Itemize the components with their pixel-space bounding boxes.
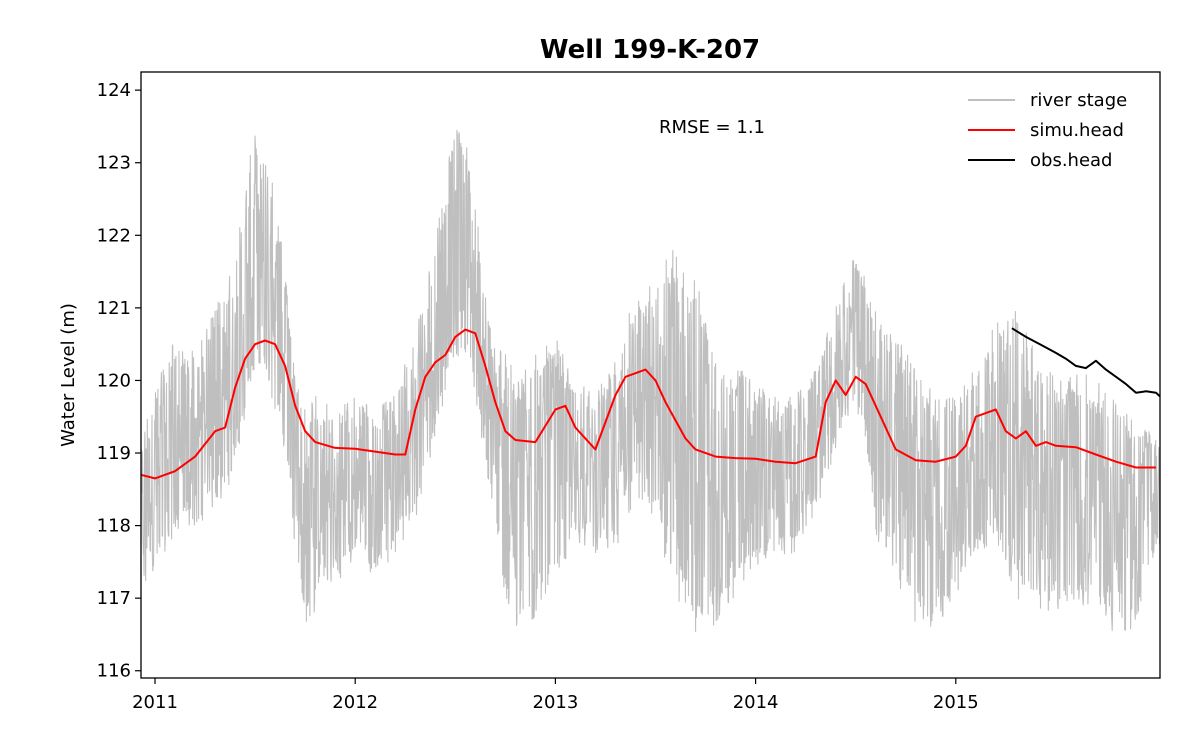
- plot-frame: [140, 71, 1161, 679]
- x-tick-label: 2014: [733, 692, 779, 713]
- simu-head-line: [140, 328, 1156, 480]
- y-tick-label: 119: [97, 443, 131, 464]
- y-tick-label: 120: [97, 370, 131, 391]
- x-axis: 2011 2012 2013 2014 2015: [132, 678, 979, 713]
- river-stage-layer: [140, 129, 1161, 632]
- lines-layer: [140, 327, 1161, 480]
- legend-label-river-stage: river stage: [1030, 90, 1127, 111]
- y-tick-label: 123: [97, 153, 131, 174]
- x-tick-label: 2015: [933, 692, 979, 713]
- river-stage-line: [140, 129, 1161, 632]
- y-tick-label: 124: [97, 80, 131, 101]
- y-tick-label: 118: [97, 516, 131, 537]
- y-tick-label: 122: [97, 225, 131, 246]
- legend: river stage simu.head obs.head: [968, 90, 1127, 171]
- y-tick-label: 117: [97, 588, 131, 609]
- obs-head-line: [1011, 327, 1161, 398]
- legend-label-obs-head: obs.head: [1030, 150, 1112, 171]
- chart-title: Well 199-K-207: [540, 35, 760, 65]
- x-tick-label: 2012: [332, 692, 378, 713]
- plot-area: [140, 129, 1161, 632]
- legend-label-simu-head: simu.head: [1030, 120, 1124, 141]
- y-axis: 116 117 118 119 120 121 122 123 124: [97, 80, 141, 682]
- x-tick-label: 2011: [132, 692, 178, 713]
- x-tick-label: 2013: [533, 692, 579, 713]
- rmse-annotation: RMSE = 1.1: [659, 117, 765, 138]
- y-tick-label: 116: [97, 661, 131, 682]
- y-tick-label: 121: [97, 298, 131, 319]
- y-axis-label: Water Level (m): [58, 303, 79, 447]
